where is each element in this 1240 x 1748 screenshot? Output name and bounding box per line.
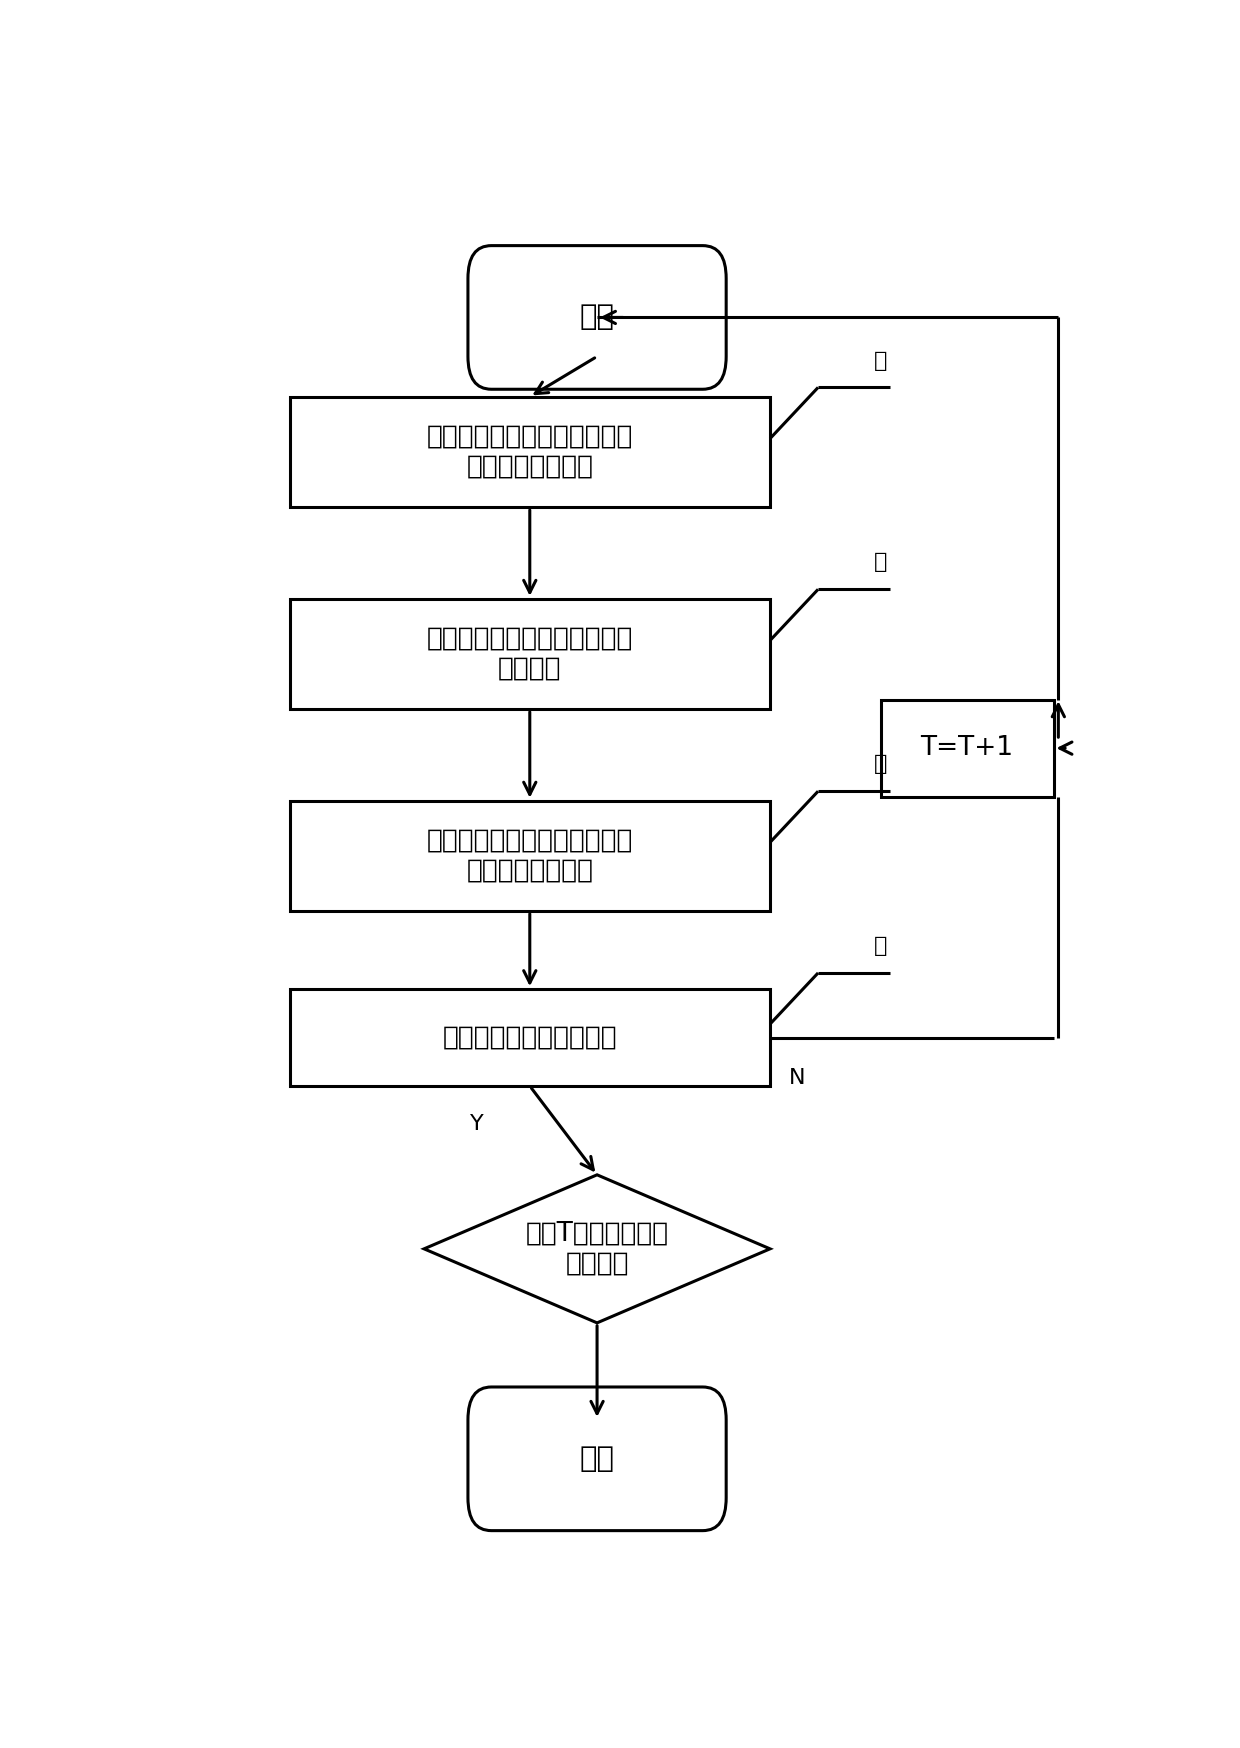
Text: T=T+1: T=T+1 xyxy=(920,736,1013,760)
Bar xyxy=(880,699,1054,797)
Text: 计算伺服控制系统的跟踪误差
和滑模面: 计算伺服控制系统的跟踪误差 和滑模面 xyxy=(427,626,632,682)
Text: 三: 三 xyxy=(874,755,888,774)
FancyBboxPatch shape xyxy=(467,246,727,390)
Text: 开始: 开始 xyxy=(579,304,615,332)
Bar xyxy=(290,600,770,710)
Text: N: N xyxy=(789,1068,805,1087)
Text: 更新机械臂关节状态参数: 更新机械臂关节状态参数 xyxy=(443,1024,618,1051)
Bar xyxy=(290,801,770,911)
Text: 一: 一 xyxy=(874,351,888,371)
Bar xyxy=(290,989,770,1086)
Text: 二: 二 xyxy=(874,552,888,572)
Text: 计算机械臂伺服控制系统的滑
模趋近律和控制量: 计算机械臂伺服控制系统的滑 模趋近律和控制量 xyxy=(427,829,632,884)
Text: 检测T时刻是否到达
目标位置: 检测T时刻是否到达 目标位置 xyxy=(526,1220,668,1276)
Text: Y: Y xyxy=(470,1113,484,1134)
FancyBboxPatch shape xyxy=(467,1386,727,1531)
Text: 四: 四 xyxy=(874,935,888,956)
Text: 结束: 结束 xyxy=(579,1446,615,1474)
Bar xyxy=(290,397,770,507)
Polygon shape xyxy=(424,1175,770,1323)
Text: 建立柔性关节机械臂伺服系统
的动力学数学模型: 建立柔性关节机械臂伺服系统 的动力学数学模型 xyxy=(427,425,632,481)
